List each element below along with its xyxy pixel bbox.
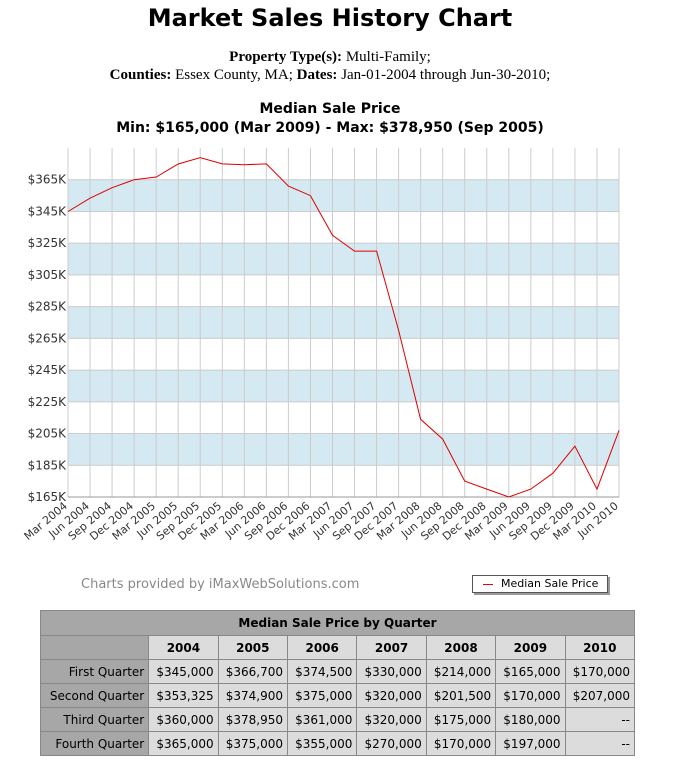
year-header: 2009 <box>495 635 566 660</box>
y-tick-label: $325K <box>28 236 68 250</box>
counties-label: Counties: <box>109 67 172 83</box>
page-title: Market Sales History Chart <box>147 4 513 32</box>
table-cell: $201,500 <box>425 683 497 708</box>
y-tick-label: $305K <box>28 268 68 282</box>
table-cell: $375,000 <box>286 683 358 708</box>
y-tick-label: $285K <box>28 300 68 314</box>
table-cell: $365,000 <box>148 731 219 756</box>
chart-credit[interactable]: Charts provided by iMaxWebSolutions.com <box>81 577 360 592</box>
table-cell: $170,000 <box>425 731 497 756</box>
y-tick-label: $225K <box>28 395 68 409</box>
table-cell: $320,000 <box>356 707 427 732</box>
table-cell: $175,000 <box>425 707 497 732</box>
year-header: 2006 <box>286 635 358 660</box>
legend-swatch <box>483 584 493 585</box>
table-row: Second Quarter $353,325 $374,900 $375,00… <box>39 683 636 708</box>
legend-label: Median Sale Price <box>501 577 599 590</box>
grid-band <box>68 370 619 402</box>
table-cell: $355,000 <box>286 731 358 756</box>
y-tick-label: $345K <box>28 204 68 218</box>
dates-label: Dates: <box>292 67 338 83</box>
table-cell: $353,325 <box>148 683 219 708</box>
table-cell: $270,000 <box>356 731 427 756</box>
chart-title: Median Sale Price <box>259 101 401 117</box>
table-cell: $345,000 <box>148 659 219 684</box>
year-header: 2005 <box>217 635 289 660</box>
table-cell: $360,000 <box>148 707 219 732</box>
table-cell: $375,000 <box>217 731 289 756</box>
table-corner <box>39 635 150 660</box>
y-tick-label: $265K <box>28 331 68 345</box>
table-cell: $207,000 <box>564 683 636 708</box>
table-row: Fourth Quarter $365,000 $375,000 $355,00… <box>39 731 636 756</box>
row-label: First Quarter <box>39 659 150 684</box>
table-cell: $378,950 <box>217 707 289 732</box>
table-cell: $214,000 <box>425 659 497 684</box>
grid-band <box>68 243 619 275</box>
table-cell: $374,900 <box>217 683 289 708</box>
grid-band <box>68 306 619 339</box>
line-chart: $165K $185K $205K $225K $245K $265K $285K $305K… <box>22 148 621 543</box>
table-row: Third Quarter $360,000 $378,950 $361,000… <box>39 707 636 732</box>
year-header: 2007 <box>356 635 427 660</box>
table-row: First Quarter $345,000 $366,700 $374,500… <box>39 659 636 684</box>
table-cell: -- <box>564 707 636 732</box>
y-tick-label: $205K <box>28 427 68 441</box>
chart-legend: Median Sale Price <box>472 575 608 593</box>
grid-band <box>68 433 619 466</box>
row-label: Second Quarter <box>39 683 150 708</box>
dates-value: Jan-01-2004 through Jun-30-2010; <box>337 67 551 83</box>
table-cell: $366,700 <box>217 659 289 684</box>
table-header-row: 2004 2005 2006 2007 2008 2009 2010 <box>39 635 636 660</box>
table-cell: $320,000 <box>356 683 427 708</box>
table-cell: $165,000 <box>495 659 566 684</box>
year-header: 2008 <box>425 635 497 660</box>
property-type-label: Property Type(s): <box>229 49 343 65</box>
table-cell: $180,000 <box>495 707 566 732</box>
y-tick-label: $365K <box>28 173 68 187</box>
property-type-value: Multi-Family; <box>342 49 431 65</box>
row-label: Fourth Quarter <box>39 731 150 756</box>
property-type-line: Property Type(s): Multi-Family; <box>0 49 660 66</box>
y-tick-label: $245K <box>28 363 68 377</box>
series-line-median-sale-price <box>67 157 620 498</box>
y-tick-label: $165K <box>28 490 68 504</box>
table-cell: $197,000 <box>495 731 566 756</box>
counties-dates-line: Counties: Essex County, MA; Dates: Jan-0… <box>0 67 660 84</box>
year-header: 2004 <box>148 635 219 660</box>
y-tick-label: $185K <box>28 458 68 472</box>
table-cell: $170,000 <box>495 683 566 708</box>
table-caption: Median Sale Price by Quarter <box>40 610 635 636</box>
chart-subtitle: Min: $165,000 (Mar 2009) - Max: $378,950… <box>116 120 544 136</box>
table-cell: $361,000 <box>286 707 358 732</box>
table-cell: -- <box>564 731 636 756</box>
row-label: Third Quarter <box>39 707 150 732</box>
counties-value: Essex County, MA; <box>171 67 293 83</box>
grid-band <box>68 179 619 212</box>
table-cell: $330,000 <box>356 659 427 684</box>
year-header: 2010 <box>564 635 636 660</box>
quarterly-table: Median Sale Price by Quarter 2004 2005 2… <box>39 610 636 756</box>
table-cell: $374,500 <box>286 659 358 684</box>
table-cell: $170,000 <box>564 659 636 684</box>
